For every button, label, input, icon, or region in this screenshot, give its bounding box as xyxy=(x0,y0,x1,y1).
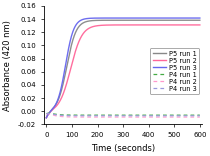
Legend: P5 run 1, P5 run 2, P5 run 3, P4 run 1, P4 run 2, P4 run 3: P5 run 1, P5 run 2, P5 run 3, P4 run 1, … xyxy=(150,48,199,94)
Y-axis label: Absorbance (420 nm): Absorbance (420 nm) xyxy=(4,20,12,111)
X-axis label: Time (seconds): Time (seconds) xyxy=(91,144,155,153)
